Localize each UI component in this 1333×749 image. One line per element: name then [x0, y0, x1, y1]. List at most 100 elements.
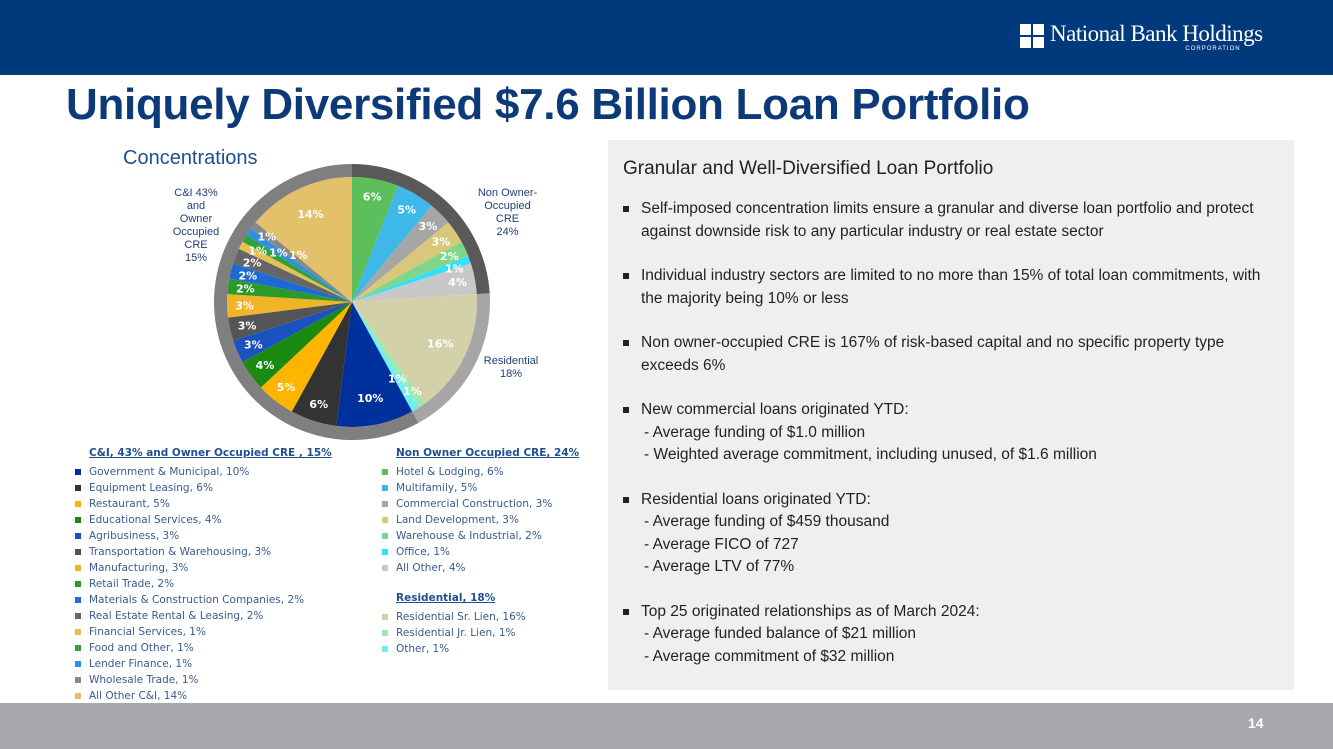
bullet-item: Individual industry sectors are limited …	[623, 265, 1283, 310]
panel-title: Granular and Well-Diversified Loan Portf…	[623, 158, 994, 179]
bullet-text: Top 25 originated relationships as of Ma…	[641, 602, 980, 620]
slice-data-label: 10%	[357, 392, 383, 405]
legend-swatch-icon	[75, 693, 81, 699]
legend-swatch-icon	[75, 517, 81, 523]
legend-item: Commercial Construction, 3%	[382, 496, 579, 512]
legend-swatch-icon	[382, 501, 388, 507]
pie-slice	[233, 248, 352, 302]
group-ring-segment	[412, 293, 490, 423]
bullet-text: Non owner-occupied CRE is 167% of risk-b…	[641, 334, 1225, 374]
legend-item: Materials & Construction Companies, 2%	[75, 592, 332, 608]
slice-data-label: 1%	[388, 372, 407, 385]
info-panel: Granular and Well-Diversified Loan Portf…	[608, 140, 1294, 690]
pie-slice	[246, 228, 352, 302]
group-label-ci: C&I 43% and Owner Occupied CRE 15%	[172, 187, 220, 264]
legend-swatch-icon	[382, 630, 388, 636]
legend-label: Multifamily, 5%	[396, 482, 478, 494]
company-logo: National Bank Holdings CORPORATION	[1020, 22, 1263, 52]
slice-data-label: 1%	[445, 263, 464, 276]
pie-slice	[250, 222, 352, 302]
pie-slice	[260, 302, 352, 412]
sub-bullet-text: - Average funding of $1.0 million	[644, 423, 866, 441]
legend-item: All Other, 4%	[382, 560, 579, 576]
pie-chart: 16%14%10%6%6%5%5%4%4%3%3%3%3%3%2%2%2%2% 1…	[214, 164, 490, 440]
bullet-text: Self-imposed concentration limits ensure…	[641, 200, 1254, 240]
pie-slice	[352, 177, 399, 302]
logo-squares-icon	[1020, 24, 1044, 48]
legend-swatch-icon	[75, 581, 81, 587]
slice-data-label: 3%	[244, 339, 263, 352]
legend-item: Transportation & Warehousing, 3%	[75, 544, 332, 560]
pie-slice	[227, 302, 352, 341]
slice-data-label: 14%	[297, 208, 323, 221]
pie-slice	[336, 302, 413, 427]
legend-label: Equipment Leasing, 6%	[89, 482, 213, 494]
bullet-square-icon	[623, 273, 629, 279]
bullet-item: New commercial loans originated YTD: - Av…	[623, 399, 1283, 467]
legend-item: Educational Services, 4%	[75, 512, 332, 528]
legend-label: Financial Services, 1%	[89, 626, 206, 638]
slice-data-label: 2%	[440, 250, 459, 263]
pie-slice	[352, 222, 462, 302]
pie-slice	[352, 255, 471, 302]
legend-label: Commercial Construction, 3%	[396, 498, 553, 510]
legend-label: Manufacturing, 3%	[89, 562, 189, 574]
legend-swatch-icon	[382, 517, 388, 523]
legend-item: Agribusiness, 3%	[75, 528, 332, 544]
slice-data-label: 1%	[289, 249, 308, 262]
legend-swatch-icon	[75, 677, 81, 683]
legend-item: Land Development, 3%	[382, 512, 579, 528]
legend-swatch-icon	[75, 613, 81, 619]
bullet-text: Individual industry sectors are limited …	[641, 267, 1261, 307]
legend-label: Restaurant, 5%	[89, 498, 170, 510]
legend-label: Other, 1%	[396, 643, 450, 655]
legend-label: All Other C&I, 14%	[89, 690, 188, 702]
legend-item: Residential Sr. Lien, 16%	[382, 609, 579, 625]
legend-swatch-icon	[75, 565, 81, 571]
slice-data-label: 4%	[256, 359, 275, 372]
legend-item: Food and Other, 1%	[75, 640, 332, 656]
bullet-square-icon	[623, 206, 629, 212]
sub-bullet-text: - Average commitment of $32 million	[644, 647, 895, 665]
legend-swatch-icon	[75, 533, 81, 539]
legend-item: Restaurant, 5%	[75, 496, 332, 512]
logo-name: National Bank Holdings	[1050, 21, 1263, 46]
legend-item: Multifamily, 5%	[382, 480, 579, 496]
legend-item: Lender Finance, 1%	[75, 656, 332, 672]
legend-item: Real Estate Rental & Leasing, 2%	[75, 608, 332, 624]
legend-label: Materials & Construction Companies, 2%	[89, 594, 305, 606]
pie-slice	[227, 278, 352, 302]
legend-swatch-icon	[75, 485, 81, 491]
sub-bullet-text: - Weighted average commitment, including…	[644, 446, 1097, 463]
legend-cre-residential: Non Owner Occupied CRE, 24% Hotel & Lodgi…	[382, 447, 579, 657]
legend-heading: C&I, 43% and Owner Occupied CRE , 15%	[89, 447, 332, 459]
legend-item: Equipment Leasing, 6%	[75, 480, 332, 496]
legend-label: Real Estate Rental & Leasing, 2%	[89, 610, 264, 622]
legend-swatch-icon	[75, 629, 81, 635]
legend-swatch-icon	[75, 469, 81, 475]
legend-label: Government & Municipal, 10%	[89, 466, 250, 478]
pie-slice	[352, 302, 419, 412]
slice-data-label: 6%	[309, 398, 328, 411]
pie-slice	[352, 185, 432, 302]
slice-data-label: 2%	[236, 283, 255, 296]
legend-item: All Other C&I, 14%	[75, 688, 332, 704]
legend-item: Warehouse & Industrial, 2%	[382, 528, 579, 544]
slice-data-label: 3%	[419, 220, 438, 233]
legend-swatch-icon	[382, 549, 388, 555]
legend-swatch-icon	[75, 645, 81, 651]
slice-data-label: 2%	[243, 256, 262, 269]
slice-data-label: 2%	[239, 269, 258, 282]
pie-slice	[352, 294, 477, 404]
slice-data-label: 5%	[277, 381, 296, 394]
legend-swatch-icon	[382, 469, 388, 475]
legend-item: Retail Trade, 2%	[75, 576, 332, 592]
pie-slice	[255, 177, 352, 302]
slice-data-label: 1%	[403, 385, 422, 398]
bullet-square-icon	[623, 407, 629, 413]
slice-data-label: 3%	[432, 236, 451, 249]
bullet-text: New commercial loans originated YTD:	[641, 401, 909, 418]
legend-label: Office, 1%	[396, 546, 450, 558]
legend-heading: Residential, 18%	[396, 592, 496, 604]
legend-label: Lender Finance, 1%	[89, 658, 193, 670]
